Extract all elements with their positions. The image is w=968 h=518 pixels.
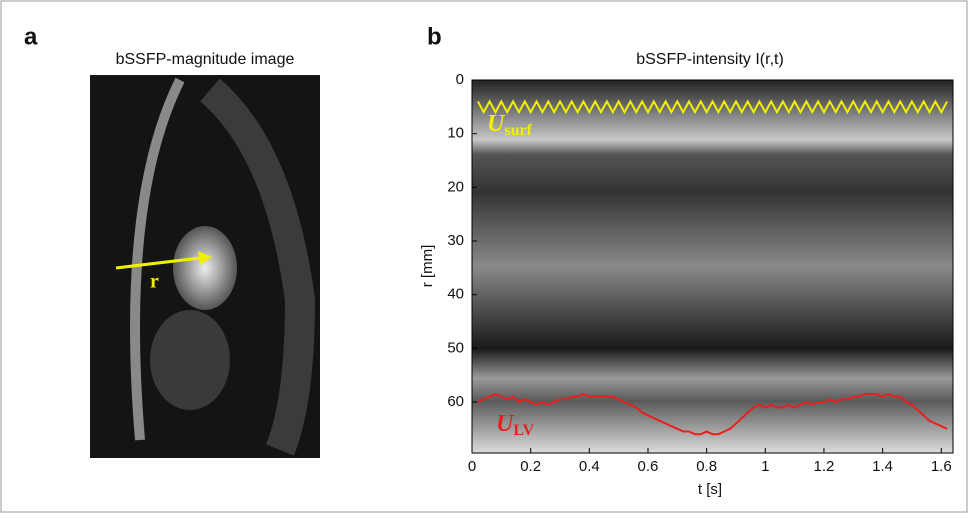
y-tick-label: 60 [447,393,464,410]
x-tick-label: 1.2 [814,458,835,475]
arrow-head [198,251,212,265]
x-tick-label: 0.2 [520,458,541,475]
panel-label: b [427,23,442,50]
y-tick-label: 10 [447,125,464,142]
chart-title: bSSFP-intensity I(r,t) [636,51,784,68]
x-tick-label: 0.4 [579,458,600,475]
y-axis-label: r [mm] [419,245,436,288]
x-tick-label: 0 [468,458,476,475]
y-tick-label: 50 [447,339,464,356]
series-label: ULV [496,411,535,439]
y-tick-label: 0 [456,71,464,88]
x-tick-label: 1.4 [872,458,893,475]
x-axis-label: t [s] [698,481,722,498]
x-tick-label: 1 [761,458,769,475]
panel-label: a [24,23,38,50]
series-label: Usurf [487,111,533,139]
x-tick-label: 0.6 [638,458,659,475]
series-line [477,99,948,115]
series-name: U [496,411,515,437]
series-subscript: surf [504,122,532,139]
series-name: U [487,111,506,137]
y-tick-label: 30 [447,232,464,249]
x-tick-label: 0.8 [696,458,717,475]
series-line [477,392,948,436]
series-subscript: LV [513,422,534,439]
arrow [115,256,201,270]
y-tick-label: 40 [447,286,464,303]
arrow-label: r [150,271,159,293]
plot-area [471,79,954,454]
panel-title: bSSFP-magnitude image [116,51,295,68]
y-tick-label: 20 [447,178,464,195]
x-tick-label: 1.6 [931,458,952,475]
